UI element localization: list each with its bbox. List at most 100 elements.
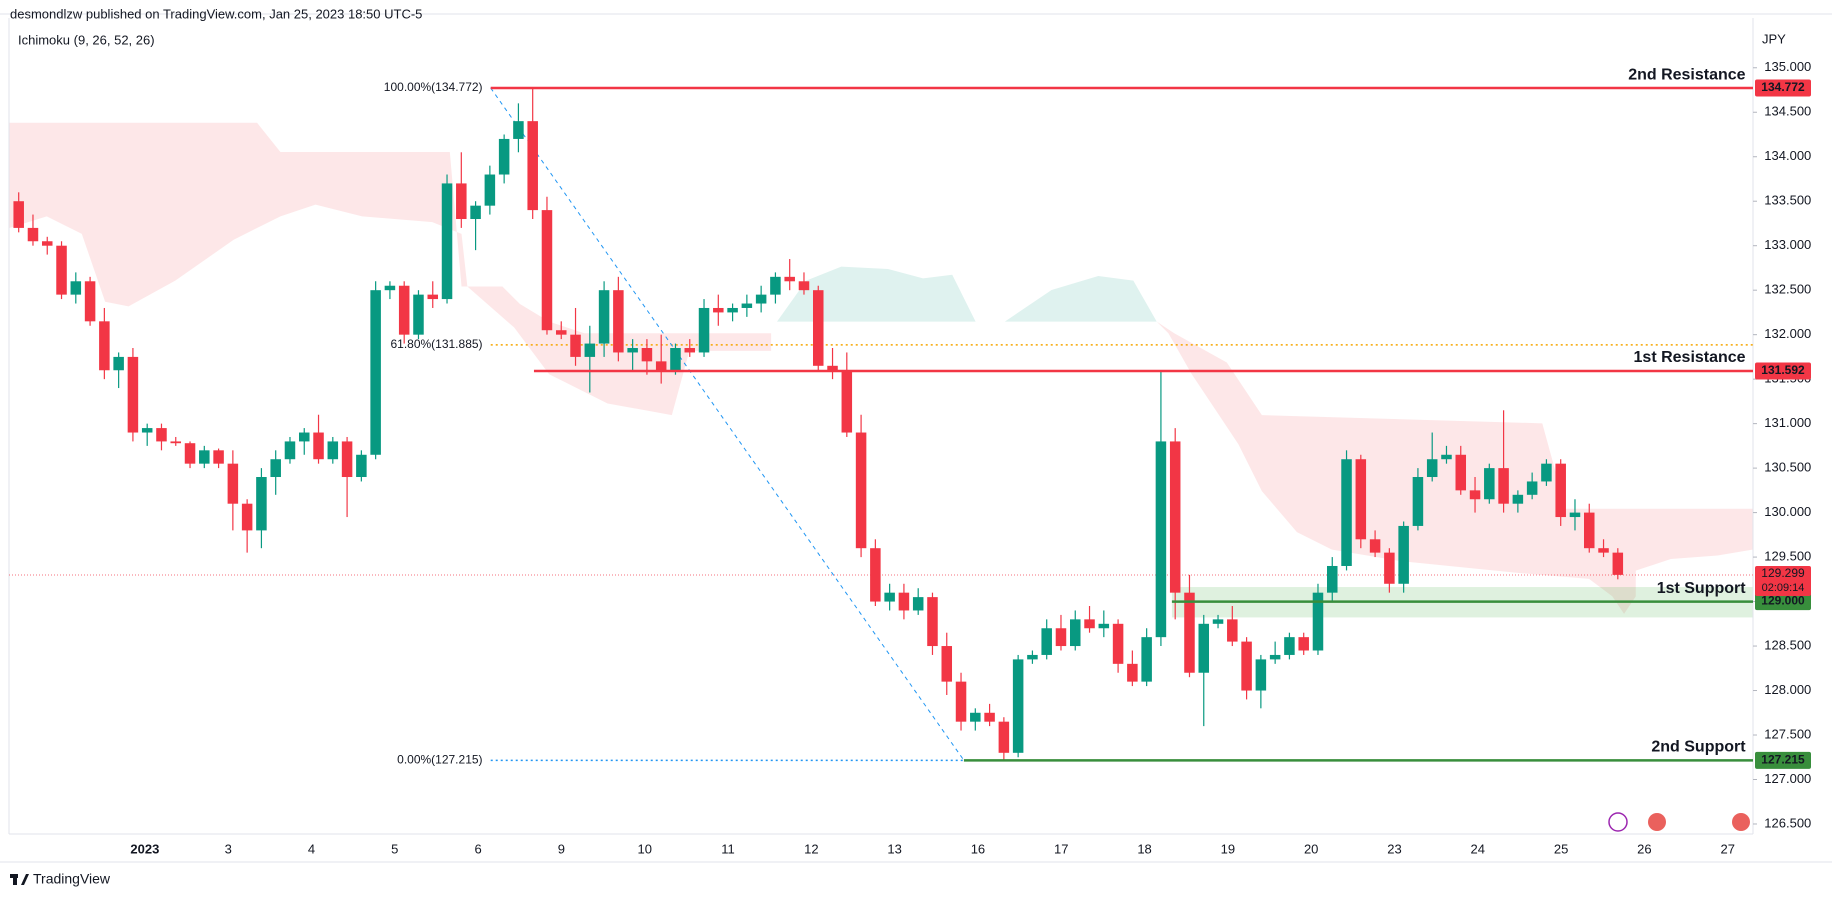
- last-price-label: 129.299: [1761, 566, 1805, 580]
- candle-body: [1612, 552, 1624, 575]
- candle-body: [641, 348, 653, 362]
- level-name: 2nd Resistance: [1628, 66, 1745, 83]
- candle-body: [884, 592, 895, 602]
- candle-body: [84, 281, 96, 322]
- candle-body: [1555, 463, 1566, 518]
- candle-body: [527, 121, 538, 211]
- price-tag-label: 127.215: [1761, 753, 1805, 767]
- candle-body: [470, 205, 481, 220]
- y-tick-label: 133.500: [1764, 193, 1811, 208]
- candle-body: [927, 597, 938, 647]
- candle-body: [270, 459, 281, 478]
- price-tag-label: 129.000: [1761, 594, 1805, 608]
- candle-body: [1069, 619, 1081, 647]
- candle-body: [1141, 637, 1152, 682]
- price-tag: [1755, 751, 1811, 769]
- candle-body: [113, 356, 124, 371]
- fib-label: 61.80%(131.885): [390, 337, 482, 351]
- brand: TradingView: [33, 871, 111, 887]
- x-tick-label: 6: [474, 841, 481, 856]
- candle-body: [99, 321, 110, 371]
- x-tick-label: 17: [1054, 841, 1068, 856]
- logo-part: [13, 874, 17, 885]
- candle-body: [313, 432, 324, 460]
- level-name: 1st Support: [1657, 580, 1747, 597]
- candle-body: [1598, 548, 1609, 553]
- candle-body: [184, 443, 196, 464]
- candle-body: [798, 281, 810, 291]
- candle-body: [570, 334, 581, 357]
- y-tick-label: 130.000: [1764, 504, 1811, 519]
- x-tick-label: 11: [721, 841, 735, 856]
- candle-body: [1341, 459, 1352, 566]
- price-tag: [1755, 362, 1811, 380]
- event-icon: [1648, 813, 1666, 831]
- y-tick-label: 132.500: [1764, 282, 1811, 297]
- tv-logo: [10, 874, 29, 885]
- candle-body: [955, 681, 967, 722]
- candle-body: [1426, 459, 1438, 478]
- candle-body: [213, 450, 224, 464]
- candle-body: [27, 227, 39, 242]
- candle-body: [1055, 628, 1067, 647]
- candle-body: [298, 432, 310, 442]
- candle-body: [970, 712, 981, 722]
- x-tick-label: 12: [804, 841, 818, 856]
- candle-body: [1255, 659, 1267, 691]
- candle-body: [1284, 637, 1295, 655]
- candle-body: [1155, 441, 1167, 638]
- candle-body: [670, 348, 681, 371]
- candle-body: [627, 348, 638, 353]
- candle-body: [384, 285, 396, 291]
- logo-part: [21, 874, 29, 885]
- candle-body: [655, 361, 667, 371]
- candle-body: [13, 201, 24, 228]
- candle-body: [1484, 468, 1495, 500]
- candle-body: [441, 183, 453, 300]
- candle-body: [241, 503, 253, 531]
- y-tick-label: 130.500: [1764, 460, 1811, 475]
- candle-body: [841, 370, 853, 433]
- candle-body: [1355, 459, 1367, 540]
- last-price-tag: [1755, 565, 1811, 596]
- candle-body: [613, 290, 624, 353]
- level-name: 2nd Support: [1651, 739, 1746, 756]
- y-tick-label: 135.000: [1764, 59, 1811, 74]
- candle-body: [56, 245, 67, 295]
- candle-body: [513, 121, 524, 139]
- x-tick-label: 16: [971, 841, 985, 856]
- candle-body: [555, 330, 567, 335]
- candle-body: [784, 276, 795, 282]
- candle-body: [1084, 619, 1095, 629]
- candle-body: [370, 290, 381, 455]
- candle-body: [1398, 525, 1409, 584]
- candle-body: [898, 592, 910, 611]
- candle-body: [484, 174, 496, 206]
- candle-body: [698, 307, 710, 353]
- y-tick-label: 131.000: [1764, 415, 1811, 430]
- candle-body: [356, 454, 367, 478]
- fib-label: 100.00%(134.772): [384, 80, 483, 94]
- y-tick-label: 127.500: [1764, 726, 1811, 741]
- candle-body: [141, 428, 153, 433]
- x-tick-label: 23: [1387, 841, 1401, 856]
- candle-body: [1212, 619, 1224, 624]
- candle-body: [1455, 454, 1467, 491]
- x-tick-label: 25: [1554, 841, 1568, 856]
- event-icon: [1732, 813, 1750, 831]
- candle-body: [41, 241, 53, 246]
- y-tick-label: 127.000: [1764, 771, 1811, 786]
- candle-body: [855, 432, 867, 549]
- event-icon: [1608, 812, 1628, 832]
- y-tick-label: 129.500: [1764, 549, 1811, 564]
- level-name: 1st Resistance: [1634, 349, 1746, 366]
- price-tag: [1755, 593, 1811, 611]
- candle-body: [1369, 539, 1381, 553]
- publisher: desmondlzw published on TradingView.com,…: [10, 6, 422, 21]
- candle-body: [1098, 623, 1110, 629]
- y-tick-label: 128.000: [1764, 682, 1811, 697]
- candle-body: [870, 548, 881, 602]
- candle-body: [227, 463, 239, 504]
